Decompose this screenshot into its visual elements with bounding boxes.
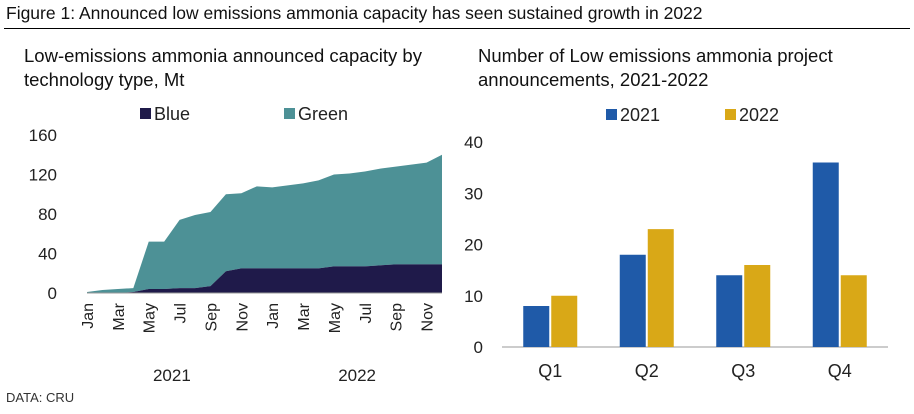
bar-2022-q4 [840, 275, 867, 347]
x-tick-label-left: Jan [265, 303, 282, 329]
x-tick-label-left: Sep [203, 303, 220, 332]
bar-2021-q2 [619, 254, 646, 347]
legend-swatch-2022 [725, 109, 736, 120]
x-tick-label-left: May [142, 303, 159, 333]
y-tick-label-right: 10 [464, 287, 483, 306]
y-tick-label-right: 40 [464, 133, 483, 152]
data-source: DATA: CRU [6, 390, 75, 405]
bar-2022-q3 [744, 265, 771, 347]
left-chart-title: Low-emissions ammonia announced capacity… [24, 45, 422, 90]
bar-2021-q3 [716, 275, 743, 347]
year-label-2021: 2021 [153, 366, 191, 385]
legend-label-blue: Blue [154, 104, 190, 124]
legend-swatch-blue [140, 108, 151, 119]
bar-2021-q4 [812, 162, 839, 347]
legend-label-2022: 2022 [739, 105, 779, 125]
x-tick-label-right: Q1 [538, 361, 562, 381]
x-tick-label-left: Sep [389, 303, 406, 332]
x-tick-label-left: Jan [80, 303, 97, 329]
x-tick-label-left: Mar [111, 302, 128, 330]
x-tick-label-right: Q2 [635, 361, 659, 381]
legend-swatch-green [284, 108, 295, 119]
y-tick-label-left: 120 [29, 166, 57, 185]
bar-2021-q1 [523, 306, 550, 347]
bar-2022-q1 [551, 295, 578, 347]
legend-label-2021: 2021 [620, 105, 660, 125]
bar-2022-q2 [647, 229, 674, 347]
x-tick-label-left: Nov [420, 303, 437, 331]
x-tick-label-left: Jul [173, 303, 190, 323]
y-tick-label-right: 0 [474, 338, 483, 357]
y-tick-label-left: 160 [29, 126, 57, 145]
y-tick-label-left: 0 [48, 284, 57, 303]
right-chart-title: Number of Low emissions ammonia project … [478, 45, 833, 90]
x-tick-label-left: Mar [296, 302, 313, 330]
x-tick-label-right: Q4 [828, 361, 852, 381]
legend-label-green: Green [298, 104, 348, 124]
area-green [87, 154, 442, 293]
legend-swatch-2021 [606, 109, 617, 120]
x-tick-label-left: Jul [358, 303, 375, 323]
x-tick-label-right: Q3 [731, 361, 755, 381]
x-tick-label-left: May [327, 303, 344, 333]
y-tick-label-left: 40 [38, 245, 57, 264]
y-tick-label-left: 80 [38, 205, 57, 224]
title-rule [4, 28, 910, 29]
year-label-2022: 2022 [338, 366, 376, 385]
figure-title: Figure 1: Announced low emissions ammoni… [6, 3, 703, 23]
x-tick-label-left: Nov [234, 303, 251, 331]
y-tick-label-right: 30 [464, 184, 483, 203]
area-blue [87, 264, 442, 293]
y-tick-label-right: 20 [464, 236, 483, 255]
